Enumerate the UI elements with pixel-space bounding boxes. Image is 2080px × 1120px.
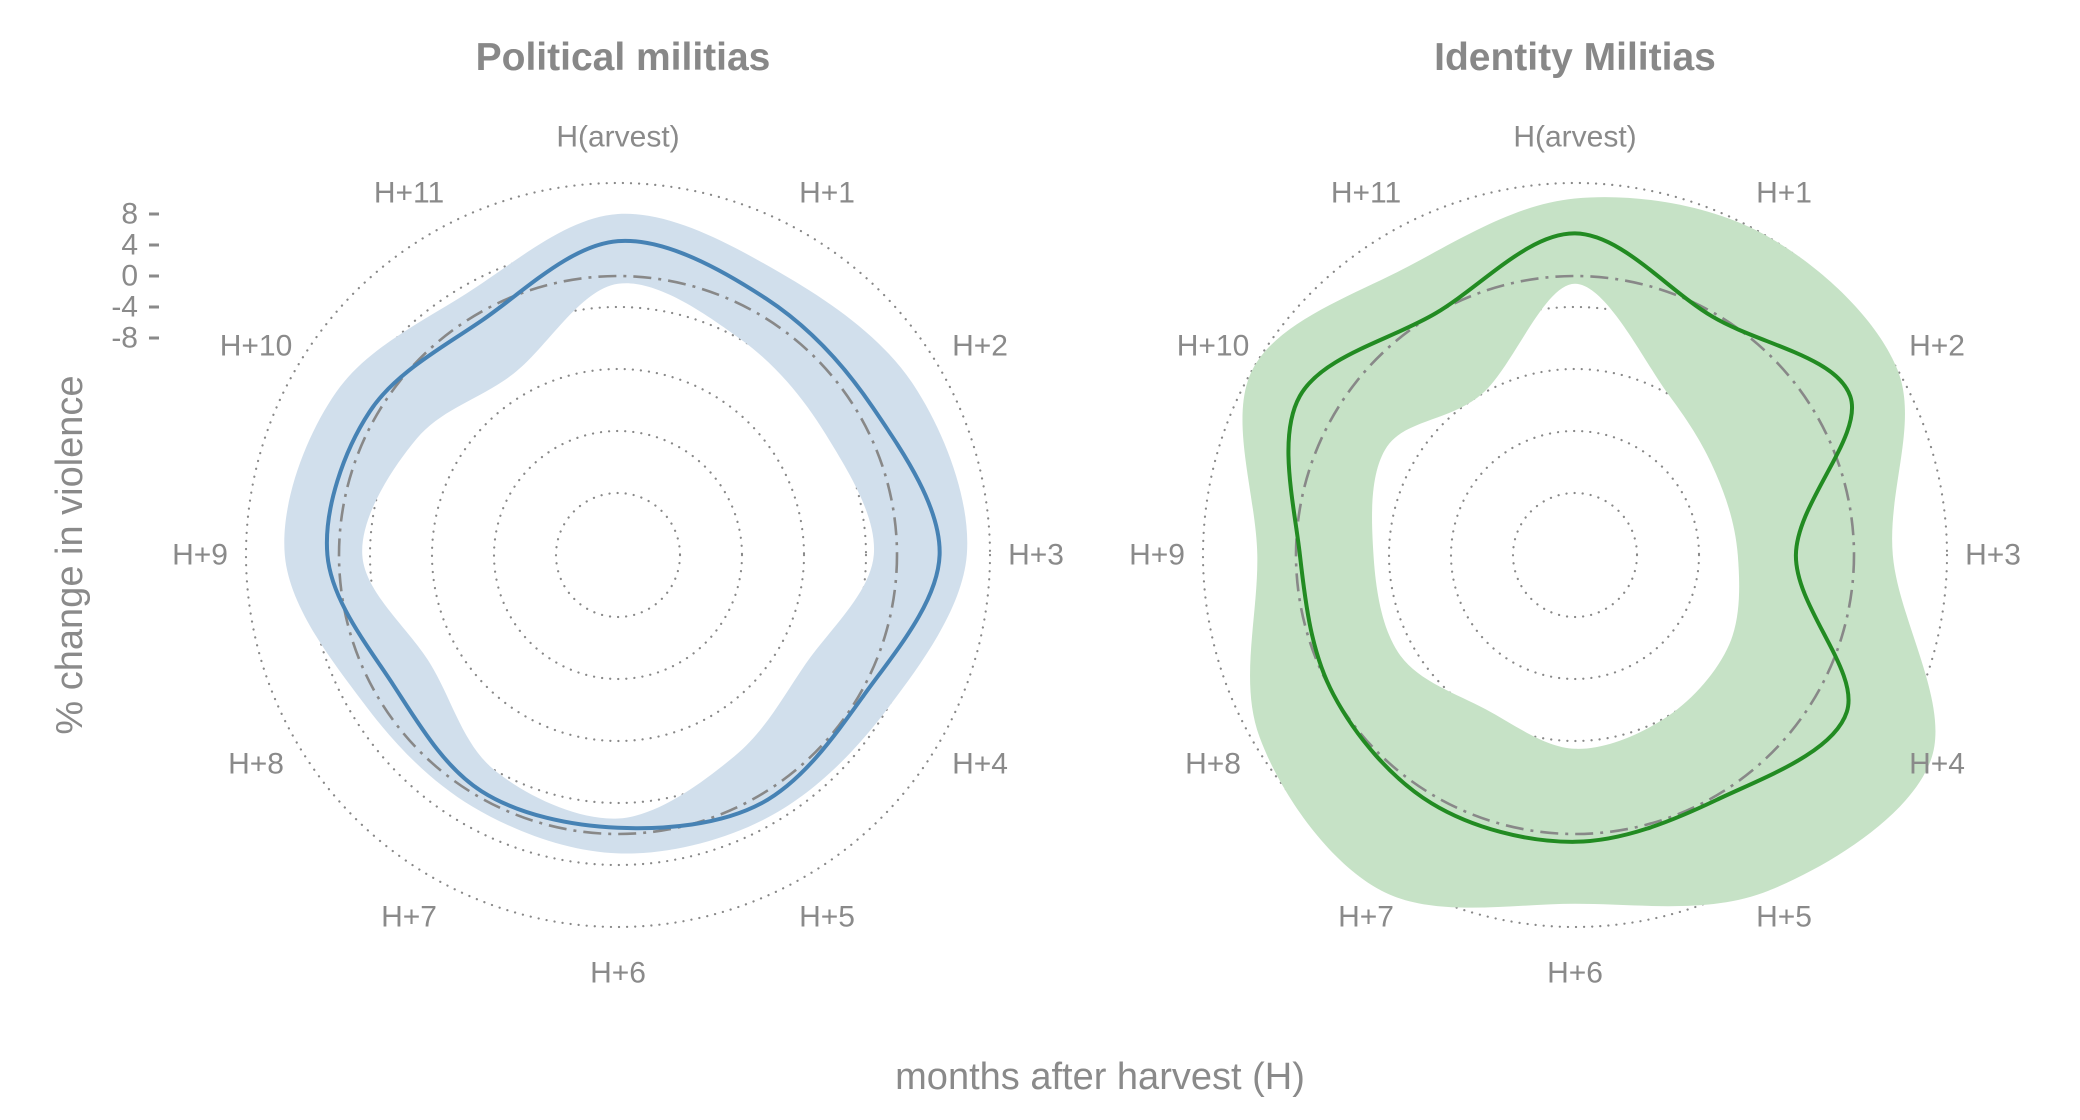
month-label: H+8: [228, 748, 284, 781]
month-label: H+7: [381, 901, 437, 934]
y-tick-label: 8: [121, 198, 138, 231]
month-label: H+2: [952, 330, 1008, 363]
month-label: H+5: [799, 901, 855, 934]
y-tick-label: 4: [121, 229, 138, 262]
panel-title-identity: Identity Militias: [1434, 36, 1716, 79]
panel-title-political: Political militias: [476, 36, 771, 79]
y-tick-label: -8: [111, 322, 138, 355]
grid-circle: [430, 367, 806, 743]
y-tick-label: 0: [121, 260, 138, 293]
grid-circle: [1201, 181, 1949, 929]
month-label: H+10: [220, 330, 293, 363]
month-label: H+8: [1185, 748, 1241, 781]
month-label: H(arvest): [556, 121, 679, 154]
identity-confidence-band: [1242, 197, 1936, 908]
y-axis: 840-4-8: [111, 198, 159, 355]
month-label: H+9: [1129, 539, 1185, 572]
grid-circle: [368, 305, 868, 805]
grid-circle: [554, 491, 682, 619]
grid-circle: [492, 429, 744, 681]
month-label: H+7: [1338, 901, 1394, 934]
month-label: H+1: [1756, 177, 1812, 210]
month-label: H+3: [1008, 539, 1064, 572]
month-label: H+9: [172, 539, 228, 572]
x-axis-label: months after harvest (H): [895, 1056, 1305, 1098]
month-label: H+11: [374, 177, 444, 210]
month-label: H+6: [590, 957, 646, 990]
y-tick-label: -4: [111, 291, 138, 324]
political-militias-panel: Political militias H(arvest) H+1 H+2 H+3 H+4…: [172, 36, 1064, 990]
identity-estimate-line: [1286, 231, 1854, 844]
identity-militias-panel: Identity Militias H(arvest) H+1 H+2 H+3 H+4 H…: [1129, 36, 2021, 990]
grid-circle: [1511, 491, 1639, 619]
month-label: H+11: [1331, 177, 1401, 210]
month-label: H+5: [1756, 901, 1812, 934]
month-label: H+4: [1909, 748, 1965, 781]
month-label: H+1: [799, 177, 855, 210]
month-label: H+6: [1547, 957, 1603, 990]
month-label: H+4: [952, 748, 1008, 781]
grid-circle: [244, 181, 992, 929]
month-label: H+2: [1909, 330, 1965, 363]
political-confidence-band: [284, 213, 968, 854]
month-label: H(arvest): [1513, 121, 1636, 154]
y-axis-label: % change in violence: [49, 375, 91, 734]
month-label: H+3: [1965, 539, 2021, 572]
political-estimate-line: [324, 238, 942, 831]
month-label: H+10: [1177, 330, 1250, 363]
grid-circle: [1449, 429, 1701, 681]
zero-reference-circle: [337, 274, 899, 836]
zero-reference-circle: [1294, 274, 1856, 836]
